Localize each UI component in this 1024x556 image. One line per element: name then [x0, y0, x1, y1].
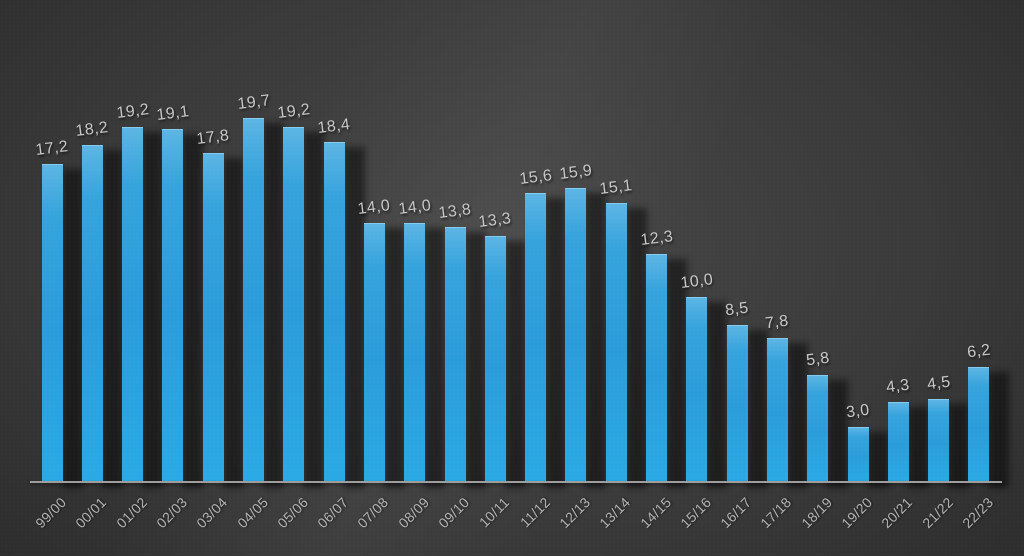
bar — [122, 126, 144, 483]
x-axis-tick-label: 04/05 — [233, 494, 271, 532]
bar — [283, 126, 305, 483]
bar-value-label: 19,1 — [155, 102, 191, 124]
bar — [887, 402, 909, 483]
bar — [766, 337, 788, 483]
bar — [41, 163, 63, 483]
bar — [525, 193, 547, 483]
bar-column: 3,0 — [845, 401, 871, 483]
bar-value-label: 18,4 — [316, 115, 352, 137]
bar-value-label: 14,0 — [357, 197, 392, 218]
bar-column: 19,1 — [156, 103, 190, 483]
bar-value-label: 19,7 — [236, 91, 271, 113]
bar-column: 13,3 — [478, 210, 513, 483]
bar-value-label: 15,6 — [518, 167, 553, 189]
bar-column: 19,7 — [236, 92, 271, 483]
bar — [444, 226, 466, 483]
x-axis-tick-label: 13/14 — [596, 494, 634, 532]
bar — [605, 202, 627, 483]
bar-value-label: 12,3 — [639, 228, 674, 250]
bar-column: 18,4 — [317, 116, 351, 483]
bar — [202, 152, 224, 483]
bar — [968, 367, 990, 483]
x-axis-line — [30, 481, 1002, 483]
bar — [686, 297, 708, 483]
bar-value-label: 19,2 — [276, 100, 312, 122]
x-axis-tick-label: 15/16 — [676, 494, 715, 532]
x-axis-tick-label: 02/03 — [153, 494, 191, 532]
x-axis-tick-label: 10/11 — [476, 494, 513, 531]
bar-value-label: 17,2 — [34, 137, 70, 159]
bar-column: 17,2 — [35, 138, 69, 483]
bar-value-label: 7,8 — [764, 312, 791, 333]
bar-value-label: 15,9 — [558, 161, 594, 183]
bar-column: 15,6 — [518, 167, 553, 483]
bar-column: 6,2 — [966, 342, 992, 483]
bar — [162, 128, 184, 483]
x-axis-tick-label: 18/19 — [797, 494, 836, 532]
bar — [363, 223, 385, 483]
x-axis-tick-label: 03/04 — [193, 494, 231, 532]
x-axis-tick-label: 21/22 — [918, 494, 956, 532]
x-axis-tick-label: 99/00 — [32, 494, 70, 532]
x-axis-tick-label: 12/13 — [556, 494, 594, 532]
bar-value-label: 3,0 — [845, 401, 871, 421]
bar-value-label: 8,5 — [724, 299, 750, 320]
bar-value-label: 5,8 — [804, 349, 831, 370]
x-axis-tick-label: 06/07 — [314, 494, 352, 532]
bar-value-label: 19,2 — [115, 100, 150, 122]
x-axis-tick-label: 01/02 — [112, 494, 150, 532]
x-axis-tick-label: 11/12 — [516, 494, 553, 531]
bar — [404, 223, 426, 483]
x-axis-tick-label: 14/15 — [636, 494, 674, 532]
x-axis-tick-label: 09/10 — [435, 494, 473, 532]
bar — [484, 235, 506, 483]
bar — [726, 324, 748, 483]
bar-value-label: 18,2 — [74, 119, 110, 141]
bar-column: 12,3 — [639, 229, 674, 483]
bar-column: 10,0 — [679, 271, 714, 483]
bar-column: 14,0 — [357, 197, 392, 483]
bar-column: 4,3 — [886, 377, 911, 483]
bar-column: 17,8 — [196, 127, 230, 483]
x-axis-tick-label: 20/21 — [878, 494, 916, 532]
bar-value-label: 13,3 — [477, 210, 513, 231]
bar-value-label: 14,0 — [397, 197, 432, 218]
bar — [646, 254, 667, 483]
bar-column: 15,9 — [559, 162, 593, 483]
x-axis-tick-label: 05/06 — [273, 494, 312, 532]
bar-column: 15,1 — [599, 177, 633, 483]
x-axis-tick-label: 08/09 — [394, 494, 433, 532]
bar-value-label: 6,2 — [966, 341, 992, 362]
bar-column: 13,8 — [438, 201, 472, 483]
bar-value-label: 4,3 — [885, 377, 911, 397]
x-axis-tick-label: 19/20 — [838, 494, 876, 532]
bar-column: 4,5 — [926, 373, 951, 483]
bar-column: 7,8 — [765, 312, 790, 483]
bar — [243, 117, 264, 483]
bar-column: 18,2 — [75, 119, 110, 483]
bar-value-label: 4,5 — [925, 373, 952, 394]
bar — [323, 141, 345, 483]
bar-column: 19,2 — [115, 101, 150, 483]
bar-column: 8,5 — [724, 299, 750, 483]
bar — [565, 187, 587, 483]
bar-column: 5,8 — [805, 349, 830, 483]
bar-value-label: 17,8 — [195, 126, 231, 148]
bar-column: 14,0 — [397, 197, 432, 483]
x-axis-tick-label: 17/18 — [757, 494, 795, 532]
x-axis-tick-label: 00/01 — [72, 494, 110, 532]
x-axis-tick-label: 16/17 — [717, 494, 755, 532]
bar — [928, 398, 950, 483]
bar-value-label: 15,1 — [598, 176, 634, 198]
x-axis-tick-label: 22/23 — [959, 494, 997, 532]
bar — [847, 426, 869, 483]
bar-value-label: 10,0 — [679, 271, 715, 292]
bar-value-label: 13,8 — [437, 200, 473, 222]
x-axis-tick-label: 07/08 — [354, 494, 392, 532]
bar — [807, 374, 829, 483]
bar-column: 19,2 — [276, 101, 311, 483]
bar — [81, 145, 103, 483]
